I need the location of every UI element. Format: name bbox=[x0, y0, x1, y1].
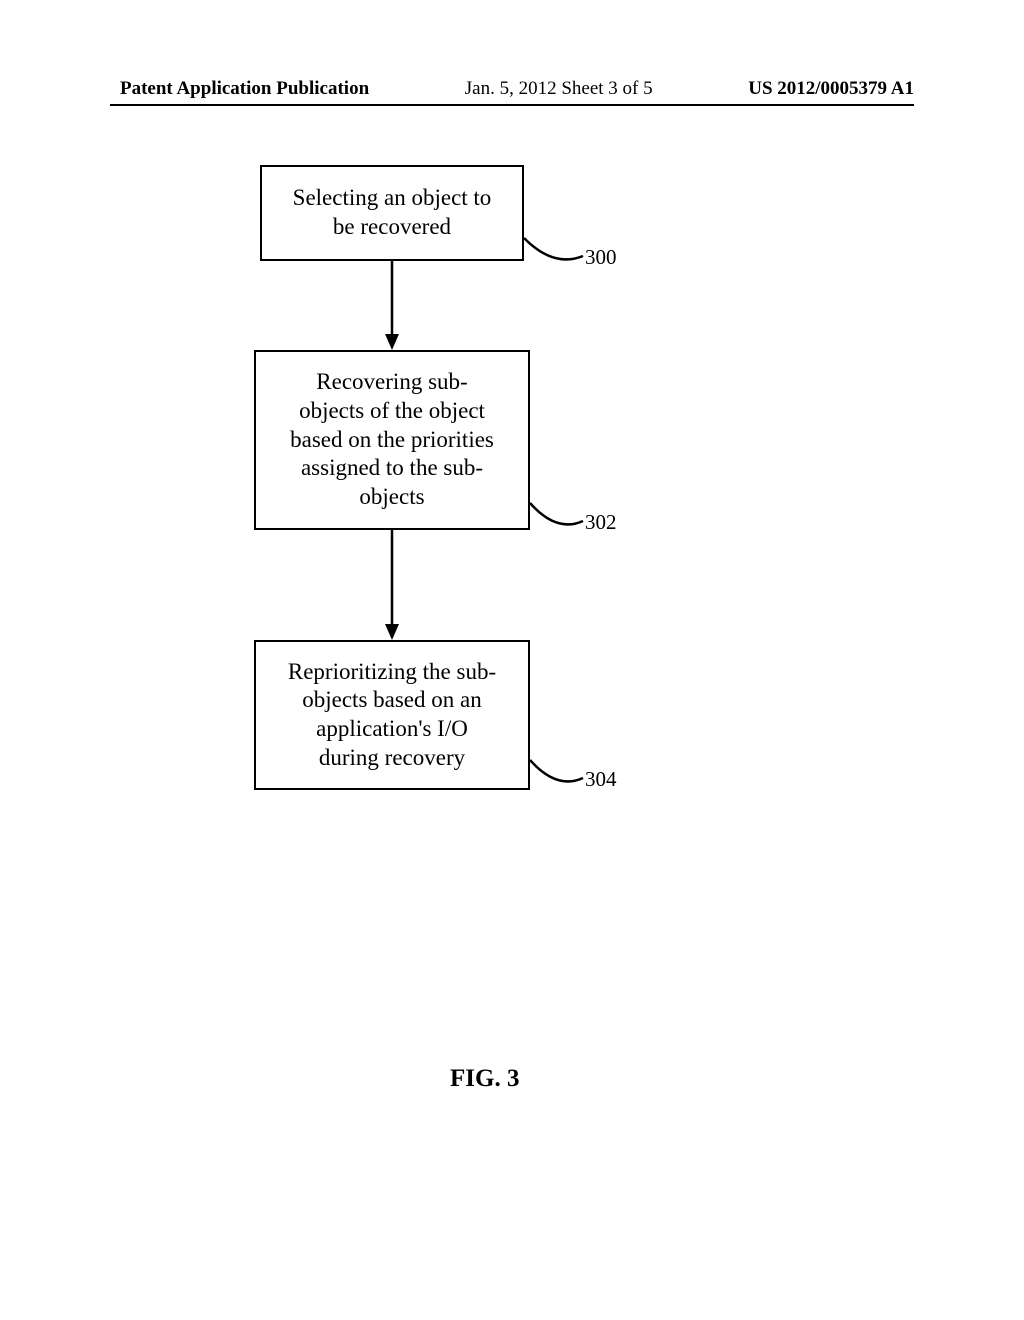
header-left: Patent Application Publication bbox=[120, 78, 369, 100]
ref-label-304: 304 bbox=[585, 767, 617, 792]
header-center: Jan. 5, 2012 Sheet 3 of 5 bbox=[465, 78, 653, 100]
header-rule bbox=[110, 104, 914, 106]
flow-box-reprioritize: Reprioritizing the sub-objects based on … bbox=[254, 640, 530, 790]
ref-label-302: 302 bbox=[585, 510, 617, 535]
flow-box-recover-subobjects: Recovering sub-objects of the objectbase… bbox=[254, 350, 530, 530]
flow-box-text: Selecting an object tobe recovered bbox=[293, 184, 492, 242]
flow-box-select-object: Selecting an object tobe recovered bbox=[260, 165, 524, 261]
figure-caption: FIG. 3 bbox=[450, 1065, 519, 1093]
flow-box-text: Recovering sub-objects of the objectbase… bbox=[290, 368, 494, 512]
page-header: Patent Application Publication Jan. 5, 2… bbox=[0, 78, 1024, 100]
flow-box-text: Reprioritizing the sub-objects based on … bbox=[288, 658, 496, 773]
header-right: US 2012/0005379 A1 bbox=[748, 78, 914, 100]
ref-label-300: 300 bbox=[585, 245, 617, 270]
